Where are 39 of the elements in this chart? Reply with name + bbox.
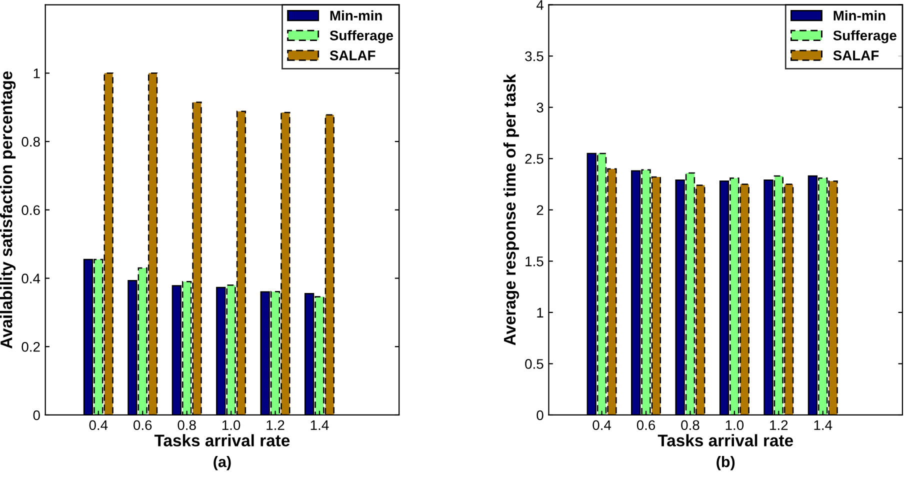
x-tick-label: 1.4 (814, 420, 832, 430)
x-tick-label: 1.4 (310, 420, 329, 430)
x-axis-title: Tasks arrival rate (658, 434, 793, 446)
legend-label: Min-min (834, 10, 886, 20)
text: (b) (716, 456, 735, 470)
x-axis-title: Tasks arrival rate (154, 434, 290, 446)
legend-label: SALAF (833, 50, 879, 60)
x-tick-label: 1.0 (222, 420, 240, 430)
y-tick-label: 0.8 (22, 136, 40, 147)
y-axis-title: Average response time of per task (503, 74, 520, 346)
legend-label: SALAF (330, 50, 376, 60)
x-tick-label: 0.8 (178, 420, 196, 430)
x-tick-label: 1.0 (726, 420, 744, 430)
y-tick-label: 0.4 (22, 274, 40, 284)
x-tick-label: 0.6 (134, 420, 152, 430)
x-tick-label: 1.2 (770, 420, 788, 430)
legend-label: Min-min (330, 10, 382, 20)
y-tick-label: 2.5 (525, 154, 544, 164)
x-tick-label: 0.6 (636, 420, 656, 430)
x-tick-label: 0.4 (89, 420, 108, 430)
legend-label: Sufferage (833, 30, 896, 44)
y-tick-label: 3.5 (525, 51, 544, 62)
x-tick-label: 0.8 (681, 420, 700, 430)
y-tick-label: 1 (537, 308, 544, 318)
y-tick-label: 0.2 (22, 342, 40, 352)
y-tick-label: 2 (536, 205, 544, 215)
y-axis-title: Availability satisfaction percentage (0, 71, 16, 349)
y-tick-label: 3 (536, 102, 544, 112)
y-tick-label: 0 (33, 410, 40, 420)
y-tick-label: 0 (536, 410, 544, 420)
y-tick-label: 1 (34, 68, 40, 78)
x-tick-label: 0.4 (592, 420, 612, 430)
x-tick-label: 1.2 (266, 420, 284, 430)
text: (a) (214, 456, 231, 470)
y-tick-label: 0.5 (525, 359, 544, 369)
y-tick-label: 4 (536, 0, 544, 10)
y-tick-label: 1.5 (526, 256, 544, 266)
y-tick-label: 0.6 (22, 205, 40, 216)
legend-label: Sufferage (330, 30, 394, 44)
